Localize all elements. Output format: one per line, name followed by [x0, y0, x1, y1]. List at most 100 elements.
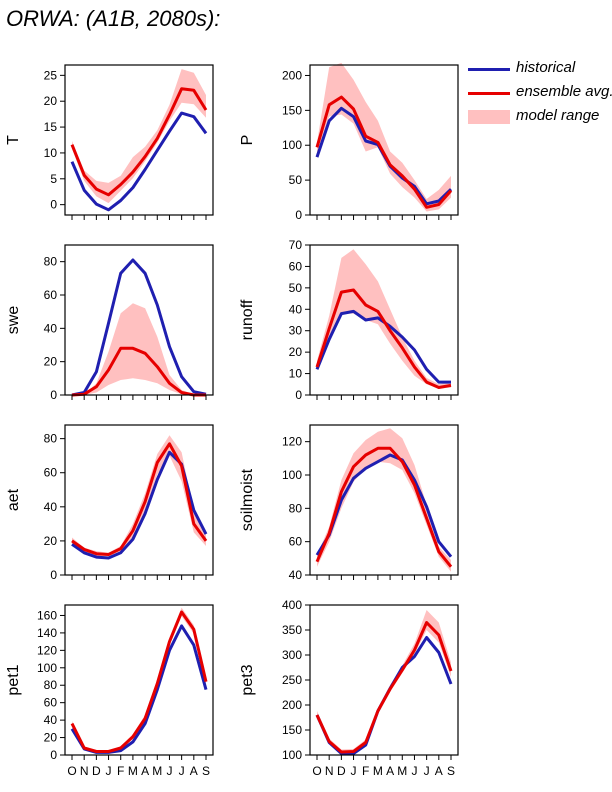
x-tick-label: J — [106, 764, 112, 778]
y-tick-label: 120 — [37, 643, 57, 657]
y-tick-label: 40 — [44, 321, 58, 335]
panel-P: 0 50 100 150 200 P — [239, 62, 459, 222]
y-tick-label: 100 — [282, 138, 302, 152]
y-tick-label: 80 — [44, 255, 58, 269]
y-tick-label: 400 — [282, 598, 302, 612]
x-tick-label: M — [373, 764, 383, 778]
x-tick-label: N — [80, 764, 89, 778]
x-tick-label: A — [435, 764, 443, 778]
model-range-band — [72, 69, 206, 204]
y-tick-label: 15 — [44, 120, 58, 134]
y-tick-label: 100 — [282, 468, 302, 482]
y-tick-label: 60 — [289, 535, 303, 549]
y-tick-label: 200 — [282, 698, 302, 712]
x-tick-label: O — [67, 764, 76, 778]
x-tick-label: D — [337, 764, 346, 778]
panel-runoff: 0 10 20 30 40 50 60 70 runoff — [239, 238, 459, 402]
series-line-ensemble — [71, 346, 206, 397]
x-tick-label: D — [92, 764, 101, 778]
y-tick-label: 60 — [289, 259, 303, 273]
y-axis-label: swe — [5, 306, 22, 335]
y-axis-label: runoff — [239, 299, 256, 340]
legend-swatch-range — [468, 110, 510, 124]
y-tick-label: 160 — [37, 608, 57, 622]
y-tick-label: 150 — [282, 103, 302, 117]
y-tick-label: 25 — [44, 68, 58, 82]
y-tick-label: 200 — [282, 68, 302, 82]
legend-label-range: model range — [516, 107, 600, 124]
series-line-ensemble — [315, 621, 453, 754]
y-tick-label: 20 — [44, 94, 58, 108]
series-line-historical — [71, 258, 207, 397]
y-tick-label: 40 — [44, 500, 58, 514]
plot-frame — [64, 64, 214, 216]
y-tick-label: 300 — [282, 648, 302, 662]
x-tick-label: J — [411, 764, 417, 778]
series-line-historical — [70, 624, 208, 754]
series-line-historical — [71, 450, 208, 560]
series-line-ensemble — [70, 610, 208, 753]
y-tick-label: 350 — [282, 623, 302, 637]
series-line-historical — [315, 453, 453, 558]
y-tick-label: 0 — [295, 388, 302, 402]
y-tick-label: 60 — [44, 288, 58, 302]
model-range-band — [317, 610, 451, 755]
y-axis-label: P — [239, 135, 256, 146]
x-tick-label: A — [141, 764, 149, 778]
model-range-band — [72, 435, 206, 557]
y-tick-label: 40 — [44, 713, 58, 727]
series-line-ensemble — [71, 442, 208, 556]
y-tick-label: 80 — [44, 678, 58, 692]
legend-swatch-historical — [468, 68, 510, 71]
x-tick-label: S — [447, 764, 455, 778]
legend-label-historical: historical — [516, 59, 576, 76]
series-line-ensemble — [315, 95, 453, 209]
y-tick-label: 10 — [44, 146, 58, 160]
x-tick-label: A — [190, 764, 198, 778]
plot-frame — [309, 424, 459, 576]
y-tick-label: 0 — [50, 388, 57, 402]
x-tick-label: A — [386, 764, 394, 778]
panel-T: 0 5 10 15 20 25 T — [5, 64, 214, 220]
series-line-historical — [315, 636, 453, 755]
y-tick-label: 100 — [282, 748, 302, 762]
y-tick-label: 20 — [44, 355, 58, 369]
y-axis-label: soilmoist — [239, 468, 256, 531]
y-axis-label: pet1 — [5, 664, 22, 695]
y-tick-label: 0 — [50, 198, 57, 212]
y-tick-label: 50 — [289, 173, 303, 187]
series-line-ensemble — [315, 446, 453, 568]
plot-frame — [64, 604, 214, 756]
y-tick-label: 50 — [289, 281, 303, 295]
panel-aet: 0 20 40 60 80 aet — [5, 424, 214, 582]
x-tick-label: J — [424, 764, 430, 778]
series-line-ensemble — [70, 87, 208, 197]
y-tick-label: 20 — [44, 731, 58, 745]
x-tick-label: J — [166, 764, 172, 778]
y-tick-label: 20 — [44, 534, 58, 548]
y-tick-label: 60 — [44, 466, 58, 480]
y-tick-label: 10 — [289, 367, 303, 381]
y-tick-label: 140 — [37, 626, 57, 640]
series-line-ensemble — [315, 288, 452, 389]
x-tick-label: M — [128, 764, 138, 778]
y-tick-label: 40 — [289, 568, 303, 582]
x-tick-label: F — [117, 764, 124, 778]
series-line-historical — [70, 111, 208, 212]
page-title: ORWA: (A1B, 2080s): — [6, 6, 221, 31]
x-tick-label: J — [351, 764, 357, 778]
x-tick-label: O — [312, 764, 321, 778]
x-tick-label: F — [362, 764, 369, 778]
y-tick-label: 5 — [50, 172, 57, 186]
y-tick-label: 70 — [289, 238, 303, 252]
y-tick-label: 60 — [44, 696, 58, 710]
y-tick-label: 80 — [44, 432, 58, 446]
plot-frame — [309, 244, 459, 396]
model-range-band — [317, 428, 451, 572]
plot-frame — [64, 244, 214, 396]
legend-swatch-ensemble — [468, 92, 510, 95]
y-axis-label: T — [5, 135, 22, 145]
